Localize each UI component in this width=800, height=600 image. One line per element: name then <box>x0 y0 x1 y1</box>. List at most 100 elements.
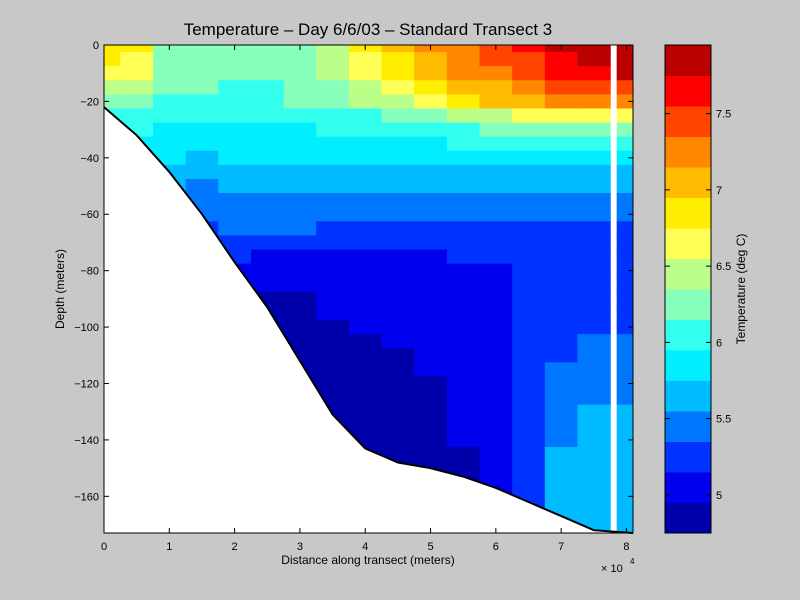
heat-cell <box>218 94 252 110</box>
heat-cell <box>283 263 317 279</box>
heat-cell <box>616 207 633 222</box>
heat-cell <box>616 489 633 504</box>
heat-cell <box>512 461 546 476</box>
heat-cell <box>316 164 350 180</box>
heat-cell <box>250 150 285 166</box>
heat-cell <box>218 164 252 180</box>
heat-cell <box>348 235 383 251</box>
heat-cell <box>479 94 513 110</box>
heat-cell <box>283 193 317 208</box>
heat-cell <box>512 164 546 180</box>
heat-cell <box>577 207 611 222</box>
heat-cell <box>446 80 481 95</box>
heat-cell <box>104 94 121 110</box>
heat-cell <box>544 320 579 335</box>
colorbar: 5 5.5 6 6.5 7 7.5 Temperature (deg C) <box>664 44 748 534</box>
heat-cell <box>446 305 481 321</box>
heat-cell <box>348 193 383 208</box>
heat-cell <box>283 207 317 222</box>
x-tick-label: 8 <box>623 541 629 553</box>
heat-cell <box>381 291 415 307</box>
heat-cell <box>185 66 219 81</box>
heat-cell <box>414 122 448 138</box>
heat-cell <box>414 362 448 378</box>
heat-cell <box>120 531 154 533</box>
heat-cell <box>283 178 317 194</box>
heat-cell <box>512 52 546 67</box>
y-tick-label: −120 <box>74 378 99 390</box>
heat-cell <box>616 503 633 519</box>
heat-cell <box>283 235 317 251</box>
heat-cell <box>381 277 415 293</box>
heat-cell <box>577 376 611 392</box>
heat-cell <box>316 235 350 251</box>
x-axis-exponent: × 10 4 <box>601 557 635 575</box>
colorbar-tick-label: 5.5 <box>716 414 731 426</box>
heat-cell <box>577 475 611 490</box>
heat-cell <box>479 249 513 265</box>
heat-cell <box>512 249 546 265</box>
heat-cell <box>218 136 252 152</box>
y-tick-label: 0 <box>93 40 99 52</box>
heat-cell <box>185 164 219 180</box>
heat-cell <box>544 249 579 265</box>
colorbar-block <box>665 319 711 351</box>
heat-cell <box>218 150 252 166</box>
heat-cell <box>348 221 383 236</box>
heat-cell <box>616 291 633 307</box>
heat-cell <box>479 404 513 420</box>
colorbar-block <box>665 167 711 198</box>
heat-cell <box>316 80 350 95</box>
heat-cell <box>250 193 285 208</box>
heat-cell <box>283 221 317 236</box>
heat-cell <box>316 94 350 110</box>
heat-cell <box>616 235 633 251</box>
colorbar-frame <box>664 44 712 534</box>
heat-cell <box>414 263 448 279</box>
heat-cell <box>381 334 415 349</box>
heat-cell <box>479 263 513 279</box>
heat-cell <box>577 362 611 378</box>
heat-cell <box>544 221 579 236</box>
heat-cell <box>316 376 350 392</box>
heat-cell <box>120 80 154 95</box>
heat-cell <box>250 531 285 533</box>
heat-cell <box>616 390 633 406</box>
heat-cell <box>381 249 415 265</box>
heat-cell <box>544 150 579 166</box>
heat-cell <box>512 150 546 166</box>
heat-cell <box>512 362 546 378</box>
heat-cell <box>316 531 350 533</box>
heat-cell <box>446 334 481 349</box>
heat-cell <box>316 122 350 138</box>
heat-cell <box>512 136 546 152</box>
x-tick-label: 3 <box>297 541 303 553</box>
x-axis-label: Distance along transect (meters) <box>281 553 454 567</box>
x-exponent-power: 4 <box>630 557 635 566</box>
heat-cell <box>544 390 579 406</box>
heat-cell <box>348 94 383 110</box>
heat-cell <box>479 108 513 124</box>
colorbar-block <box>665 258 711 290</box>
heat-cell <box>152 94 187 110</box>
heat-cell <box>446 446 481 462</box>
heat-cell <box>577 263 611 279</box>
heat-cell <box>316 178 350 194</box>
heat-cell <box>577 489 611 504</box>
heat-cell <box>250 94 285 110</box>
heat-cell <box>577 390 611 406</box>
colorbar-block <box>665 502 711 534</box>
heat-cell <box>544 263 579 279</box>
colorbar-tick-label: 6 <box>716 337 722 349</box>
heat-cell <box>616 320 633 335</box>
x-tick-label: 1 <box>166 541 172 553</box>
heat-cell <box>381 221 415 236</box>
heat-cell <box>381 390 415 406</box>
heat-cell <box>218 66 252 81</box>
heat-cell <box>577 80 611 95</box>
plot-area <box>103 44 634 534</box>
heat-cell <box>616 45 633 53</box>
heat-cell <box>479 362 513 378</box>
heat-cell <box>381 362 415 378</box>
colorbar-block <box>665 350 711 381</box>
